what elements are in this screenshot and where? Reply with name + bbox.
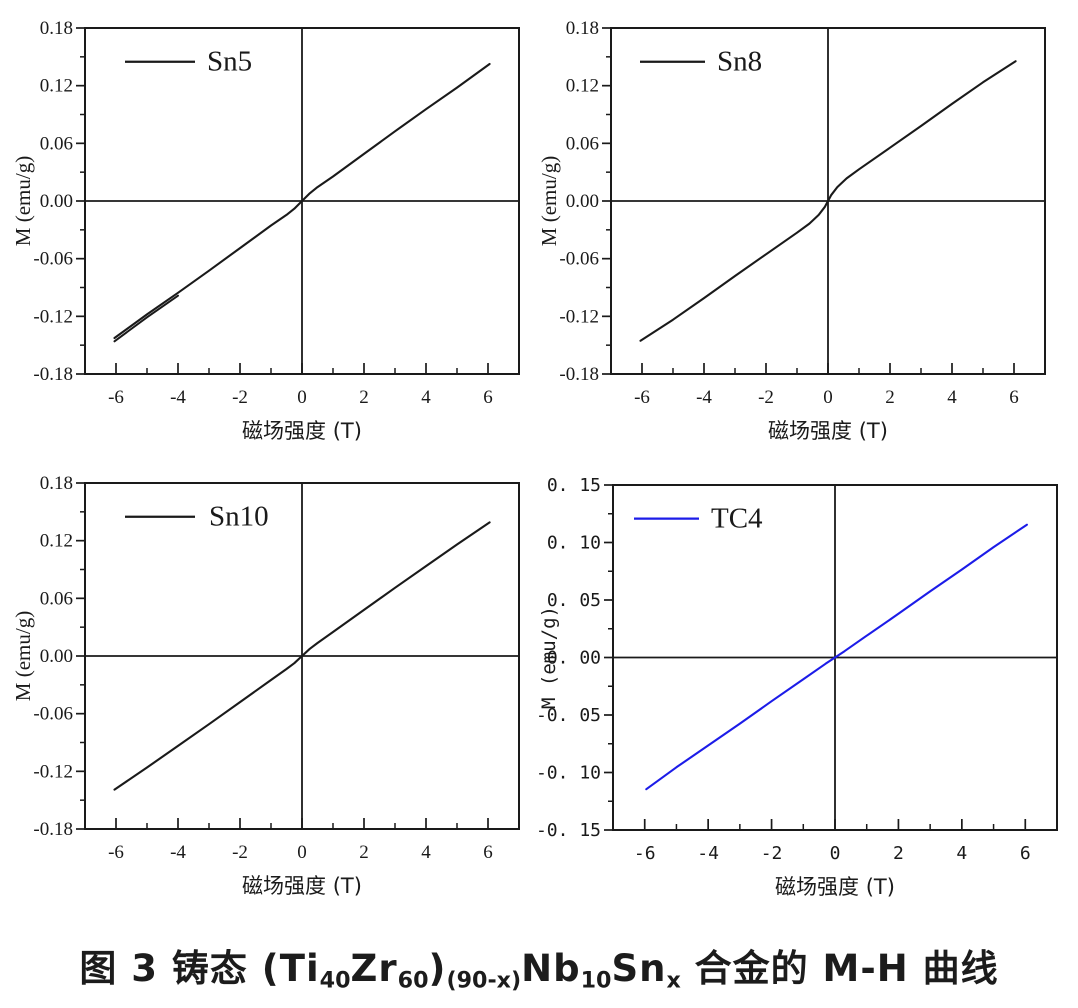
- x-tick-label: 0: [297, 387, 307, 408]
- y-tick-label: 0.12: [40, 531, 73, 552]
- y-tick-label: -0. 15: [539, 820, 601, 841]
- y-tick-label: 0.00: [40, 646, 73, 667]
- x-tick-label: -4: [170, 387, 186, 408]
- chart-sn10: -6 -4 -2 0 2 4 6 0.18 0.12 0.06 0.00 -0.06 -0.12 -0.1…: [11, 473, 520, 898]
- y-tick-label: 0.06: [566, 133, 599, 154]
- x-tick-label: -2: [232, 842, 248, 863]
- x-tick-label: -6: [634, 387, 650, 408]
- y-tick-label: -0.12: [559, 306, 599, 327]
- x-tick-label: 4: [947, 387, 957, 408]
- legend-label: Sn10: [209, 501, 269, 533]
- caption-text: 合金的 M-H 曲线: [680, 947, 999, 990]
- x-axis-title: 磁场强度 (T): [242, 874, 362, 898]
- x-axis-title: 磁场强度 (T): [242, 419, 362, 443]
- y-tick-label: 0.12: [40, 76, 73, 97]
- y-tick-label: -0.18: [33, 819, 73, 840]
- chart-sn5: -6 -4 -2 0 2 4 6 0.18 0.12 0.06 0.00 -0.06 -0.12 -0.1…: [11, 18, 520, 443]
- x-tick-label: 6: [483, 842, 493, 863]
- legend-label: Sn8: [717, 46, 762, 78]
- x-tick-label: -4: [170, 842, 186, 863]
- y-tick-label: -0.18: [33, 364, 73, 385]
- y-tick-label: 0.18: [40, 473, 73, 494]
- y-tick-label: 0. 05: [547, 590, 601, 611]
- y-tick-label: 0.00: [566, 191, 599, 212]
- x-tick-label: -2: [761, 843, 783, 864]
- y-tick-label: -0.12: [33, 761, 73, 782]
- y-tick-label: -0.06: [33, 704, 73, 725]
- data-curve: [645, 523, 1028, 791]
- data-curve: [113, 62, 491, 340]
- chart-sn8: -6 -4 -2 0 2 4 6 0.18 0.12 0.06 0.00 -0.06 -0.12 -0.1…: [539, 18, 1046, 443]
- x-tick-label: -6: [108, 387, 124, 408]
- x-tick-label: 2: [893, 843, 904, 864]
- caption-text: ): [428, 947, 447, 990]
- y-axis-title: M (emu/g): [11, 611, 35, 701]
- y-axis-title: M (emu/g): [11, 156, 35, 246]
- y-tick-label: -0. 05: [539, 705, 601, 726]
- x-tick-label: -2: [758, 387, 774, 408]
- figure-caption: 图 3 铸态 (Ti40Zr60)(90-x)Nb10Snx 合金的 M-H 曲…: [0, 938, 1078, 994]
- x-axis-title: 磁场强度 (T): [775, 875, 895, 899]
- data-curve: [639, 60, 1017, 342]
- x-tick-label: 2: [885, 387, 895, 408]
- y-tick-label: 0.12: [566, 76, 599, 97]
- legend-label: Sn5: [207, 46, 252, 78]
- x-tick-label: 4: [421, 387, 431, 408]
- y-tick-label: -0.12: [33, 306, 73, 327]
- x-tick-label: 0: [297, 842, 307, 863]
- caption-text: Sn: [611, 947, 667, 990]
- y-tick-label: -0.18: [559, 364, 599, 385]
- y-axis-title: M (emu/g): [539, 606, 560, 709]
- y-tick-label: 0. 15: [547, 475, 601, 496]
- y-tick-label: 0.06: [40, 588, 73, 609]
- caption-subscript: (90-x): [446, 967, 522, 994]
- y-tick-label: 0.06: [40, 133, 73, 154]
- y-tick-label: 0.18: [40, 18, 73, 39]
- y-tick-label: 0. 00: [547, 648, 601, 669]
- caption-subscript: x: [666, 967, 681, 994]
- y-tick-label: 0.18: [566, 18, 599, 39]
- y-tick-label: 0.00: [40, 191, 73, 212]
- x-tick-label: 4: [421, 842, 431, 863]
- x-tick-label: 6: [1009, 387, 1019, 408]
- x-tick-label: -4: [697, 843, 719, 864]
- chart-tc4: -6 -4 -2 0 2 4 6 0. 15 0. 10 0. 05 0. 00 -0. 05 -0. …: [539, 475, 1058, 899]
- x-tick-label: 2: [359, 842, 369, 863]
- x-tick-label: 6: [483, 387, 493, 408]
- caption-text: Zr: [350, 947, 398, 990]
- caption-subscript: 60: [397, 967, 429, 994]
- y-tick-label: -0. 10: [539, 763, 601, 784]
- legend-label: TC4: [711, 503, 763, 535]
- x-tick-label: -2: [232, 387, 248, 408]
- x-tick-label: -6: [108, 842, 124, 863]
- x-tick-label: 0: [830, 843, 841, 864]
- caption-text: 图 3 铸态 (Ti: [79, 947, 320, 990]
- x-tick-label: 4: [956, 843, 967, 864]
- caption-subscript: 40: [319, 967, 351, 994]
- x-tick-label: 0: [823, 387, 833, 408]
- data-curve-return-branch: [113, 294, 179, 343]
- x-axis-title: 磁场强度 (T): [768, 419, 888, 443]
- x-tick-label: -4: [696, 387, 712, 408]
- caption-subscript: 10: [580, 967, 612, 994]
- x-tick-label: 6: [1020, 843, 1031, 864]
- caption-text: Nb: [521, 947, 581, 990]
- y-axis-title: M (emu/g): [539, 156, 561, 246]
- y-tick-label: 0. 10: [547, 533, 601, 554]
- y-tick-label: -0.06: [559, 249, 599, 270]
- data-curve: [113, 521, 491, 791]
- x-tick-label: -6: [634, 843, 656, 864]
- x-tick-label: 2: [359, 387, 369, 408]
- y-tick-label: -0.06: [33, 249, 73, 270]
